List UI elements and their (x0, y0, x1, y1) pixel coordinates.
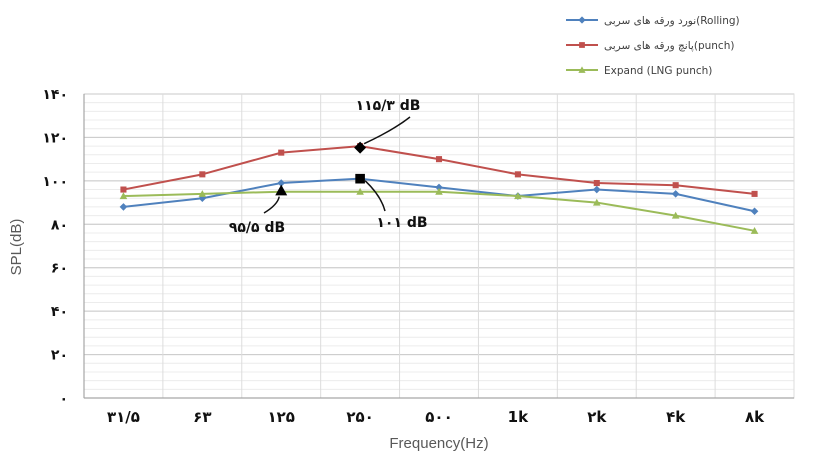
data-point (435, 187, 443, 195)
data-point (750, 207, 759, 216)
data-point (435, 183, 443, 192)
y-tick-label: ۱۲۰ (42, 130, 68, 146)
annotation-2: ۱۰۱ dB (355, 173, 428, 231)
data-point (199, 171, 206, 178)
legend-label: نورد ورقه های سربی(Rolling) (604, 15, 740, 27)
x-tick-label: ۲k (587, 408, 607, 426)
data-point (435, 156, 443, 163)
x-tick-label: ۱۲۵ (267, 408, 294, 426)
x-tick-label: ۲۵۰ (346, 408, 373, 426)
data-point (278, 149, 285, 156)
x-tick-label: ۶۳ (193, 408, 211, 426)
series-3 (119, 187, 759, 234)
legend-item-1: نورد ورقه های سربی(Rolling) (566, 15, 740, 27)
data-point (750, 227, 759, 234)
annotation-marker (275, 184, 288, 196)
data-point (198, 194, 207, 203)
annotation-3: ۹۵/۵ dB (229, 184, 288, 236)
annotation-leader (263, 196, 280, 214)
annotation-label: ۱۱۵/۳ dB (356, 98, 421, 114)
legend[interactable]: نورد ورقه های سربی(Rolling) پانچ ورقه های… (566, 15, 740, 77)
y-tick-label: ۸۰ (51, 217, 68, 233)
y-tick-label: ۱۰۰ (42, 174, 68, 190)
annotation-label: ۱۰۱ dB (376, 215, 427, 231)
y-tick-label: ۶۰ (51, 261, 68, 277)
data-point (119, 192, 128, 200)
plot-area (83, 93, 795, 399)
annotation-leader (363, 116, 411, 145)
annotation-leader (364, 180, 386, 212)
legend-marker (578, 16, 586, 24)
legend-marker (578, 66, 586, 73)
legend-label: Expand (LNG punch) (604, 65, 712, 77)
y-axis-title: SPL(dB) (8, 219, 25, 276)
annotation-marker (354, 141, 367, 154)
x-tick-label: ۸k (745, 408, 765, 426)
legend-item-2: پانچ ورقه های سربی(punch) (566, 40, 734, 52)
y-tick-label: ۲۰ (51, 348, 68, 364)
legend-label: پانچ ورقه های سربی(punch) (604, 40, 734, 52)
tick-labels: ۰ ۲۰ ۴۰ ۶۰ ۸۰ ۱۰۰ ۱۲۰ ۱۴۰ ۳۱/۵ ۶۳ ۱۲۵ ۲۵۰ ۵۰۰ 1k ۲k ۴k ۸… (42, 87, 765, 426)
data-point (277, 179, 286, 187)
y-tick-label: ۱۴۰ (42, 87, 68, 103)
data-point (751, 190, 758, 197)
x-axis-title: Frequency(Hz) (389, 435, 488, 452)
x-tick-label: ۴k (666, 408, 686, 426)
data-point (592, 198, 601, 206)
legend-marker (579, 42, 585, 48)
series-lines (119, 143, 759, 234)
x-tick-label: ۵۰۰ (425, 408, 452, 426)
data-point (514, 192, 522, 200)
data-point (198, 190, 207, 197)
data-point (592, 185, 601, 194)
data-point (671, 211, 680, 219)
annotations: ۱۱۵/۳ dB ۱۰۱ dB ۹۵/۵ dB (229, 98, 428, 236)
data-point (593, 179, 600, 187)
data-point (119, 203, 128, 211)
annotation-1: ۱۱۵/۳ dB (354, 98, 420, 154)
data-point (120, 186, 127, 193)
y-tick-label: ۴۰ (51, 304, 68, 320)
data-point (514, 171, 521, 178)
y-tick-label: ۰ (59, 391, 68, 407)
x-tick-label: ۳۱/۵ (107, 408, 140, 426)
axes (83, 94, 794, 399)
legend-item-3: Expand (LNG punch) (566, 65, 712, 77)
annotation-marker (355, 173, 365, 184)
gridlines (83, 93, 795, 399)
data-point (356, 187, 364, 195)
annotation-label: ۹۵/۵ dB (229, 220, 285, 236)
x-tick-label: 1k (508, 408, 529, 426)
data-point (671, 190, 680, 198)
data-point (672, 182, 679, 189)
